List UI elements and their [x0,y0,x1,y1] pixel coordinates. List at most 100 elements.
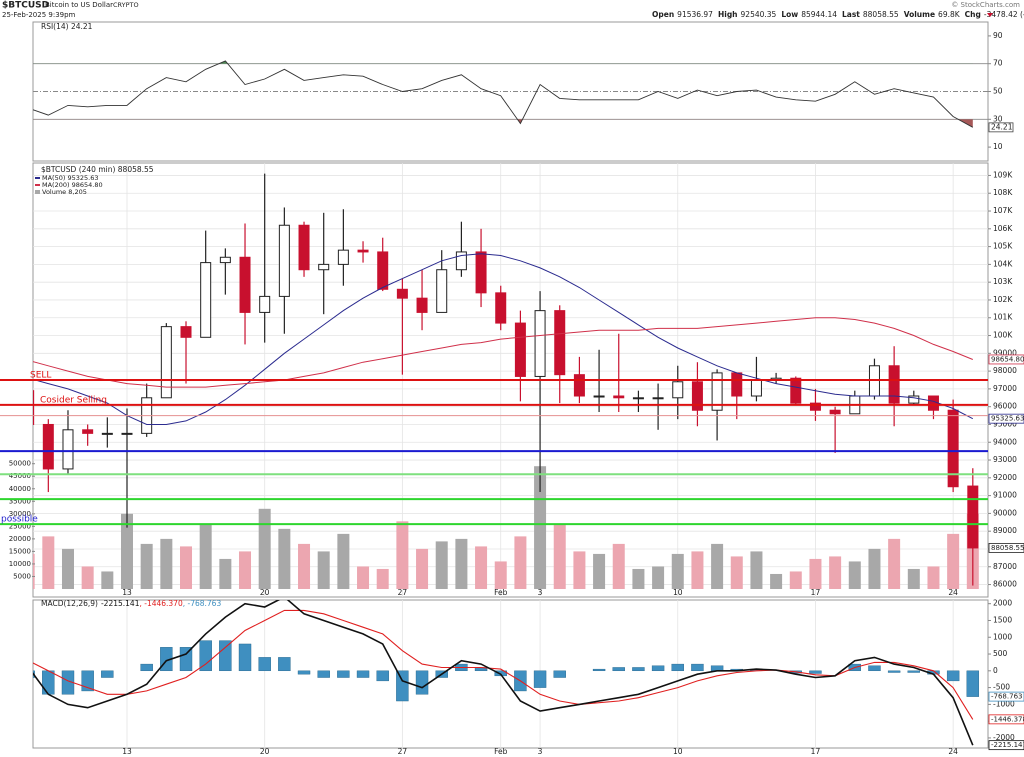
candle-body [613,395,625,399]
candle-body [888,365,900,404]
quote-label: Chg [965,10,981,19]
volume-bar [180,546,193,589]
x-tick-label: 24 [948,747,958,756]
histogram-bar [809,670,822,674]
candle-body [967,485,979,549]
histogram-bar [297,670,311,675]
candle-body [436,269,448,313]
value-box-label: 24.21 [991,122,1013,131]
price-marker-label: 98654.80 [991,355,1024,363]
x-tick-label: 17 [811,747,821,756]
y-tick-label: 2000 [993,599,1012,608]
histogram-bar [533,670,547,688]
candle-body [672,381,684,399]
quote-label: Open [652,10,674,19]
volume-tick-label: 50000 [9,460,31,468]
y-tick-label: -1000 [993,699,1015,708]
candle-body [337,249,349,265]
volume-bar [101,571,114,589]
quote-label: Low [781,10,798,19]
legend-swatch [35,184,40,186]
volume-bar [258,508,271,589]
y-tick-label: 102K [993,295,1013,304]
candle-body [180,326,192,338]
price-marker-box [988,543,1024,553]
volume-bar [357,566,370,589]
candle-body [947,409,959,488]
candle-body [809,402,821,411]
volume-bar [140,543,153,589]
candle-body [514,322,526,377]
y-tick-label: 98000 [993,366,1017,375]
quote-value: 88058.55 [863,10,899,19]
price-marker-label: 95325.63 [991,415,1024,423]
volume-bar [907,568,920,589]
legend-label: , -1446.370 [139,599,182,608]
y-tick-label: 93000 [993,455,1017,464]
candle-body [239,256,251,313]
y-tick-label: 108K [993,188,1013,197]
volume-bar [121,513,133,589]
candle-body [160,326,172,399]
volume-bar [691,551,704,589]
x-tick-label: 27 [398,747,408,756]
x-tick-label: 20 [260,747,270,756]
x-tick-label: 3 [538,747,543,756]
histogram-bar [396,670,409,702]
volume-bar [809,558,822,589]
histogram-bar [966,670,980,697]
histogram-bar [946,670,960,682]
horizontal-line-label: possible [1,515,38,525]
legend-label: Volume 8,205 [42,188,87,196]
y-tick-label: 90000 [993,508,1017,517]
volume-bar [455,538,468,589]
price-marker-box [988,714,1024,725]
histogram-bar [356,670,370,678]
y-tick-label: 1500 [993,615,1012,624]
candle-body [33,390,35,425]
candle-body [632,397,644,400]
y-tick-label: 500 [993,649,1008,658]
legend-label: , -768.763 [183,599,222,608]
histogram-bar [337,670,350,678]
volume-tick-label: 20000 [9,535,31,543]
histogram-bar [179,647,193,672]
volume-bar [927,566,940,589]
panel-content [33,60,988,128]
exchange: CRYPTO [113,1,139,9]
volume-tick-label: 15000 [9,547,31,555]
volume-bar [337,533,350,589]
histogram-bar [868,665,881,672]
volume-bar [730,556,743,589]
value-box [988,122,1014,133]
volume-bar [416,548,429,589]
price-marker-label: 88058.55 [991,544,1024,552]
volume-bar [298,543,311,589]
volume-bar [711,543,724,589]
panel-content [33,600,980,748]
volume-bar [553,523,566,589]
y-tick-label: 70 [993,59,1003,68]
candle-body [42,423,54,470]
volume-bar [396,521,409,589]
x-tick-label: 13 [122,747,132,756]
histogram-bar [671,663,684,672]
volume-bar [33,553,35,589]
y-tick-label: 100K [993,331,1013,340]
histogram-bar [887,670,901,673]
volume-tick-label: 10000 [9,560,31,568]
volume-tick-label: 45000 [9,472,31,480]
histogram-bar [907,670,920,673]
histogram-bar [140,663,153,672]
candle-body [691,381,703,411]
y-tick-label: 0 [993,666,998,675]
price-marker-box [988,740,1024,751]
volume-bar [770,573,783,589]
candle-body [219,256,231,264]
volume-bar [593,553,606,589]
volume-bar [750,551,763,589]
legend-label: MA(200) 98654.80 [42,181,103,189]
quote-value: 85944.14 [801,10,837,19]
y-tick-label: 92000 [993,473,1017,482]
histogram-bar [258,657,271,672]
